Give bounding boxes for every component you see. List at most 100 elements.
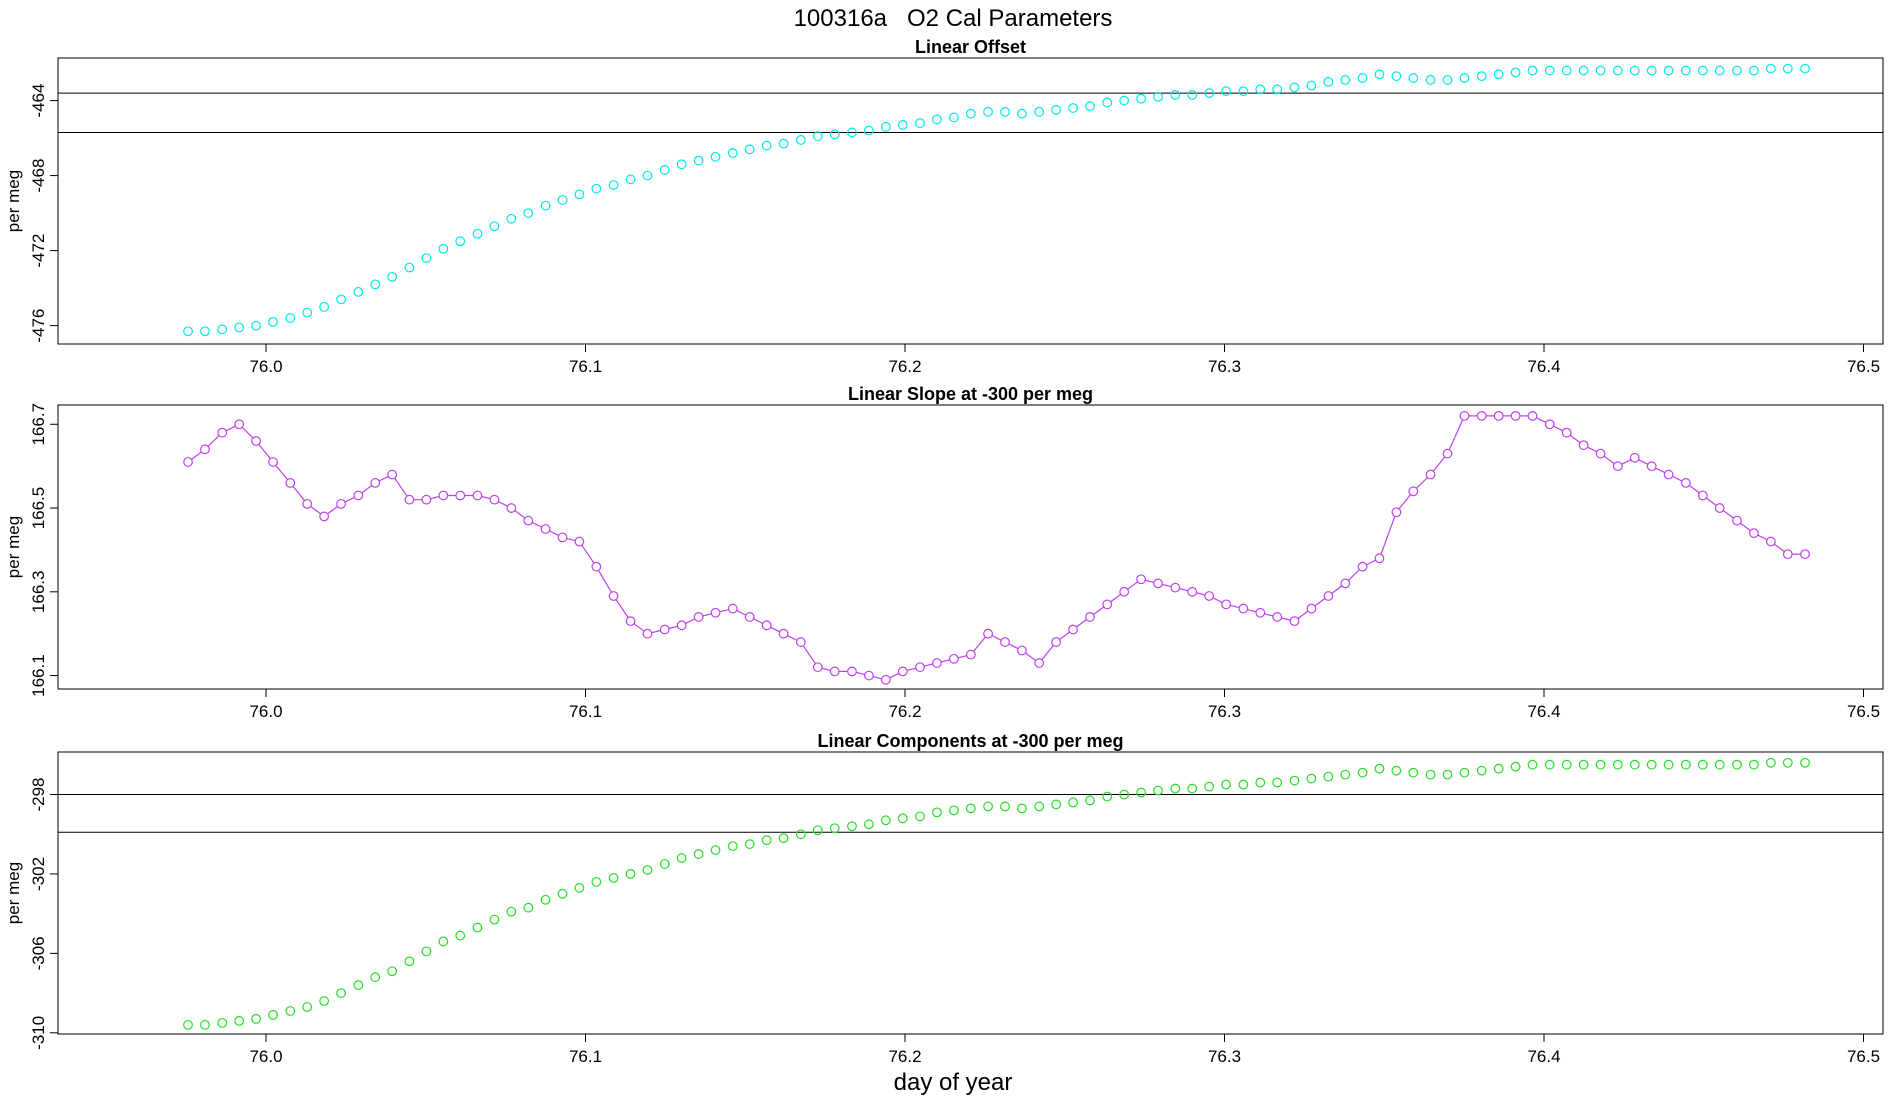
- point: [744, 612, 755, 622]
- x-tick-label: 76.3: [1208, 357, 1241, 376]
- point: [1510, 410, 1521, 421]
- point: [1663, 759, 1674, 770]
- point: [574, 189, 585, 200]
- point: [506, 213, 517, 224]
- point: [472, 228, 483, 239]
- point: [455, 490, 466, 501]
- point: [591, 561, 602, 572]
- point: [200, 326, 210, 337]
- point: [1085, 612, 1095, 622]
- point: [506, 503, 517, 513]
- y-tick-label: 166.3: [29, 571, 48, 614]
- point: [251, 320, 261, 331]
- point: [557, 532, 568, 543]
- point: [1255, 607, 1266, 618]
- point: [965, 803, 976, 814]
- point: [523, 515, 534, 526]
- point: [829, 823, 840, 834]
- x-tick-label: 76.3: [1208, 702, 1241, 721]
- point: [1510, 67, 1521, 78]
- point: [1119, 789, 1130, 800]
- point: [608, 873, 619, 883]
- point: [387, 966, 398, 977]
- point: [1391, 507, 1402, 518]
- x-tick-label: 76.3: [1208, 1047, 1241, 1066]
- point: [880, 815, 891, 826]
- point: [370, 478, 381, 488]
- point: [234, 322, 245, 333]
- point: [1272, 84, 1283, 95]
- point: [1255, 777, 1266, 788]
- point: [948, 805, 959, 816]
- point: [268, 457, 278, 467]
- point: [421, 253, 432, 264]
- point: [1544, 759, 1555, 770]
- point: [285, 1006, 296, 1016]
- point: [591, 183, 602, 194]
- point: [285, 313, 296, 324]
- point: [642, 170, 653, 181]
- point: [1749, 528, 1759, 539]
- point: [1391, 765, 1402, 776]
- y-tick-label: 166.1: [29, 654, 48, 697]
- point: [1493, 69, 1504, 80]
- point: [1578, 759, 1589, 770]
- point: [1442, 769, 1453, 780]
- point: [370, 279, 381, 290]
- point: [1782, 63, 1793, 74]
- point: [1374, 553, 1385, 564]
- point: [1782, 757, 1793, 768]
- point: [1476, 765, 1487, 776]
- plot-frame: [57, 57, 1884, 345]
- point: [319, 996, 330, 1006]
- point: [948, 653, 959, 664]
- point: [744, 144, 755, 155]
- point: [642, 865, 653, 875]
- point: [965, 108, 976, 119]
- point: [1425, 75, 1436, 85]
- point: [200, 444, 210, 455]
- point: [1595, 448, 1606, 459]
- point: [778, 628, 789, 639]
- point: [727, 841, 738, 852]
- point: [336, 294, 346, 305]
- point: [915, 811, 925, 822]
- figure-title: 100316a O2 Cal Parameters: [794, 5, 1113, 32]
- point: [847, 127, 857, 138]
- point: [1306, 80, 1317, 91]
- point: [1527, 65, 1538, 76]
- point: [1204, 88, 1215, 98]
- point: [880, 121, 891, 132]
- point: [693, 612, 704, 622]
- point: [1272, 777, 1283, 788]
- point: [506, 906, 517, 917]
- point: [1578, 440, 1589, 451]
- point: [319, 301, 330, 312]
- x-tick-label: 76.1: [569, 1047, 602, 1066]
- point: [659, 624, 670, 635]
- point: [1102, 97, 1113, 108]
- point: [676, 620, 687, 631]
- point: [1561, 427, 1572, 438]
- point: [574, 536, 585, 547]
- point: [217, 324, 228, 335]
- point: [1221, 599, 1232, 610]
- point: [897, 120, 908, 130]
- point: [557, 195, 568, 205]
- point: [1153, 785, 1163, 796]
- point: [727, 148, 738, 158]
- point: [1765, 757, 1776, 768]
- point: [1800, 549, 1810, 560]
- point: [1732, 515, 1742, 526]
- point: [1391, 71, 1402, 82]
- x-tick-label: 76.5: [1847, 1047, 1880, 1066]
- point: [1680, 478, 1691, 488]
- point: [1527, 759, 1538, 770]
- point: [625, 616, 636, 627]
- point: [421, 494, 432, 505]
- point: [1544, 65, 1555, 76]
- point: [761, 140, 772, 151]
- point: [1749, 65, 1759, 76]
- point: [234, 419, 245, 430]
